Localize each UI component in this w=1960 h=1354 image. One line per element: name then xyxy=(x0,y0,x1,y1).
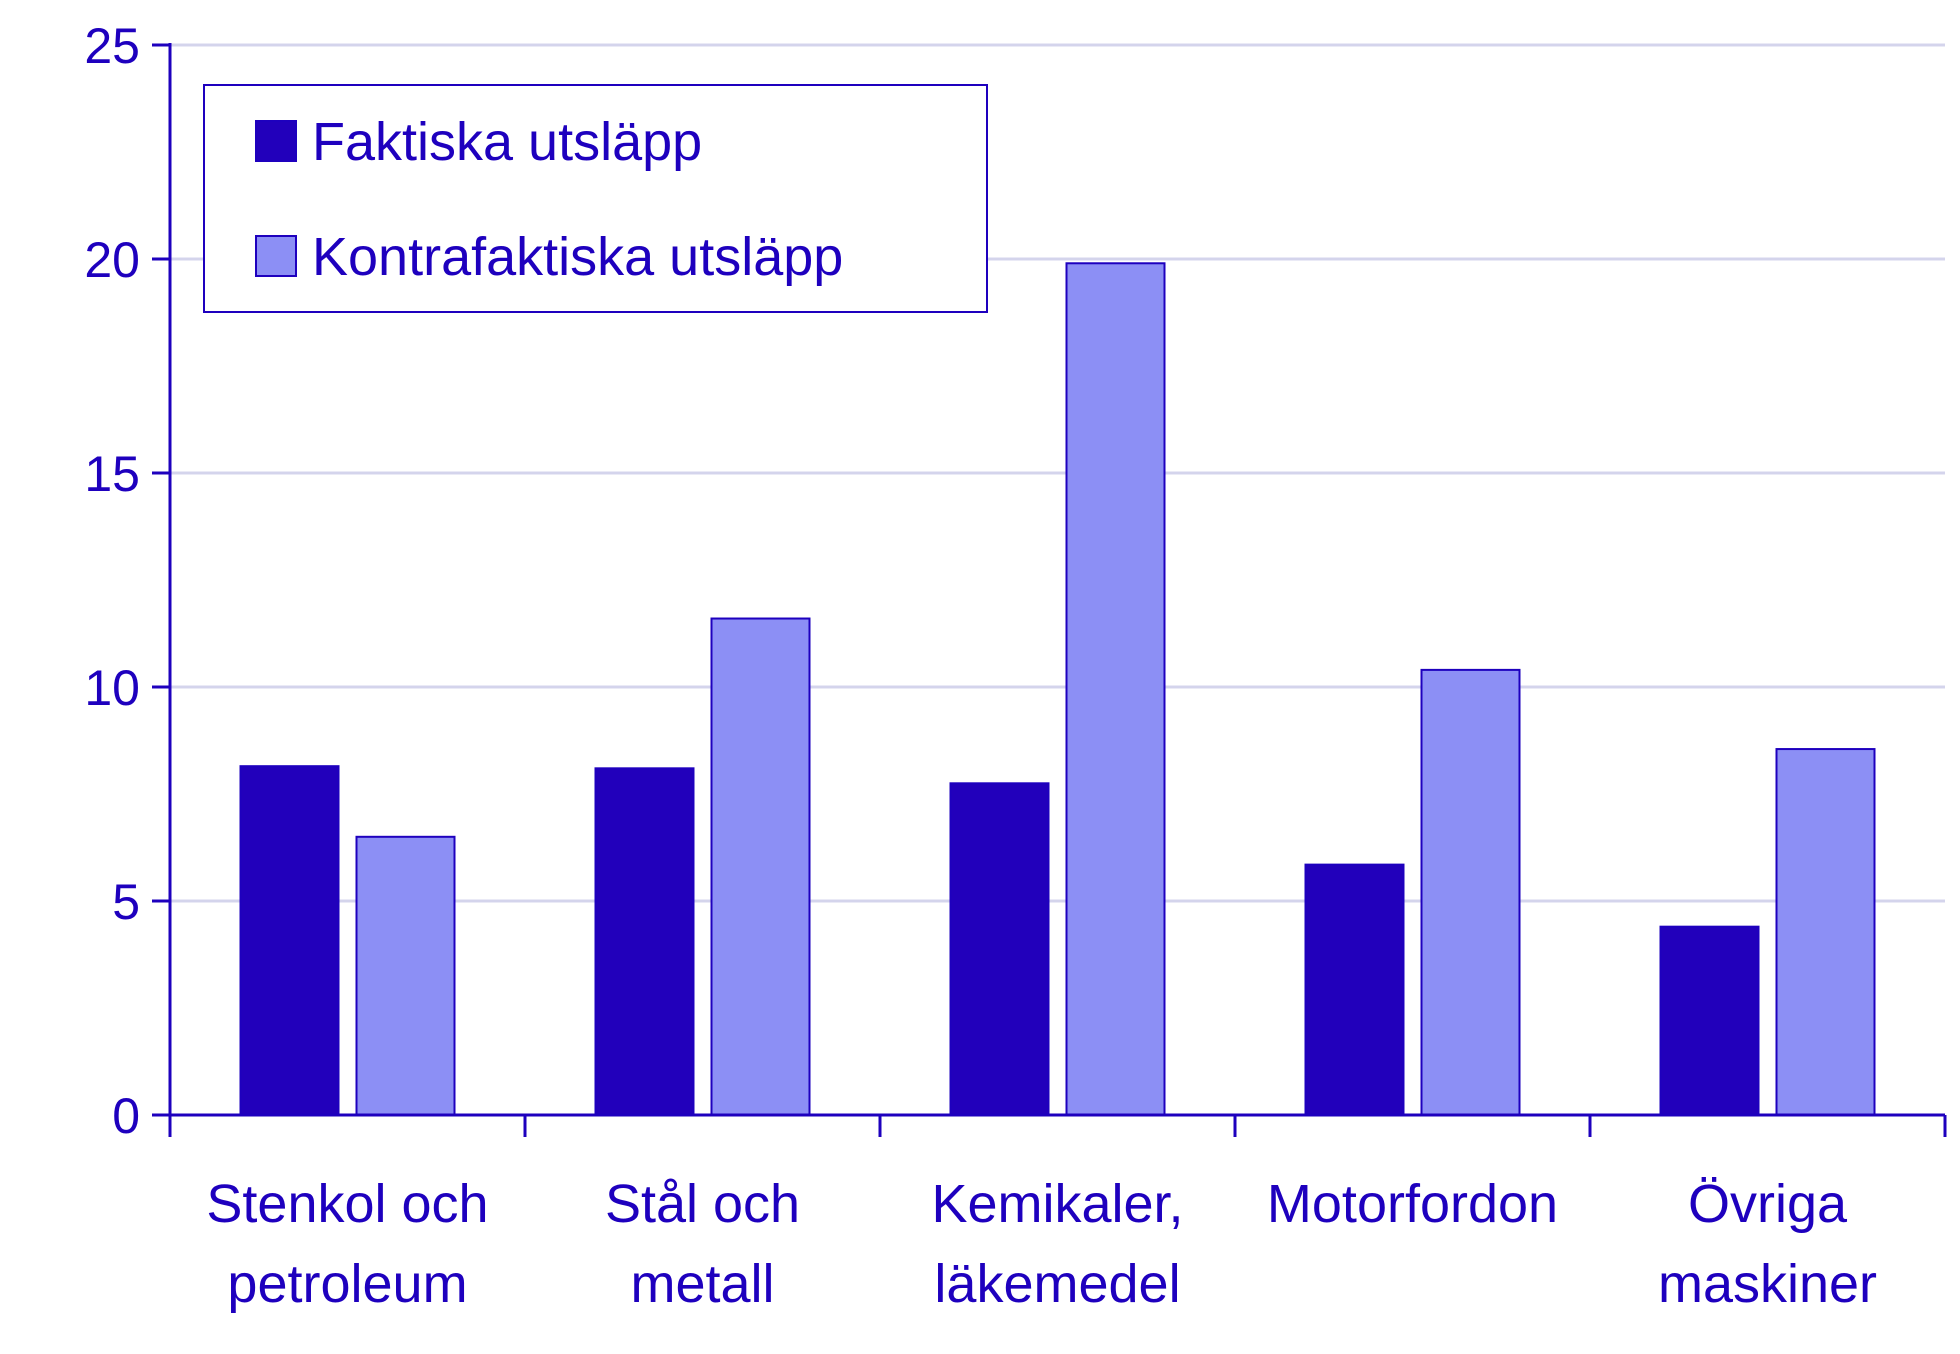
y-tick-label: 10 xyxy=(84,660,140,716)
x-category-label: Kemikaler, läkemedel xyxy=(931,1174,1183,1314)
legend-label: Kontrafaktiska utsläpp xyxy=(312,227,843,287)
x-category-label-line: metall xyxy=(630,1254,774,1314)
legend-label: Faktiska utsläpp xyxy=(312,112,702,172)
x-category-label-line: maskiner xyxy=(1658,1254,1877,1314)
y-tick-label: 5 xyxy=(112,874,140,930)
axes xyxy=(168,43,1947,1137)
x-category-label-line: petroleum xyxy=(227,1254,467,1314)
bars xyxy=(239,262,1876,1117)
bar xyxy=(355,835,456,1116)
legend-box xyxy=(203,84,988,313)
x-category-label-line: Stenkol och xyxy=(206,1174,488,1234)
bar xyxy=(1659,925,1760,1116)
bar xyxy=(1065,262,1166,1116)
y-tick-label: 15 xyxy=(84,446,140,502)
x-category-label-line: Övriga xyxy=(1688,1174,1848,1234)
legend: Faktiska utsläpp Kontrafaktiska utsläpp xyxy=(203,84,988,313)
y-tick-label: 20 xyxy=(84,232,140,288)
x-category-label: Stenkol och petroleum xyxy=(206,1174,488,1314)
x-category-label: Motorfordon xyxy=(1267,1174,1558,1234)
x-category-label-line: läkemedel xyxy=(934,1254,1180,1314)
x-category-label: Stål och metall xyxy=(605,1174,800,1314)
legend-swatch xyxy=(255,235,297,277)
y-tick-label: 25 xyxy=(84,18,140,74)
bar xyxy=(594,767,695,1116)
x-category-label-line: Stål och xyxy=(605,1174,800,1234)
x-axis-labels: Stenkol och petroleum Stål och metall Kemika… xyxy=(206,1174,1877,1314)
y-tick-label: 0 xyxy=(112,1088,140,1144)
bar xyxy=(710,617,811,1117)
x-category-label-line: Kemikaler, xyxy=(931,1174,1183,1234)
y-axis-ticks: 0 5 10 15 20 25 xyxy=(84,18,170,1144)
bar xyxy=(1775,748,1876,1116)
x-category-label: Övriga maskiner xyxy=(1658,1174,1877,1314)
bar xyxy=(1304,863,1405,1116)
x-category-label-line: Motorfordon xyxy=(1267,1174,1558,1234)
bar xyxy=(949,782,1050,1116)
bar xyxy=(1420,668,1521,1116)
bar xyxy=(239,765,340,1116)
legend-swatch xyxy=(255,120,297,162)
